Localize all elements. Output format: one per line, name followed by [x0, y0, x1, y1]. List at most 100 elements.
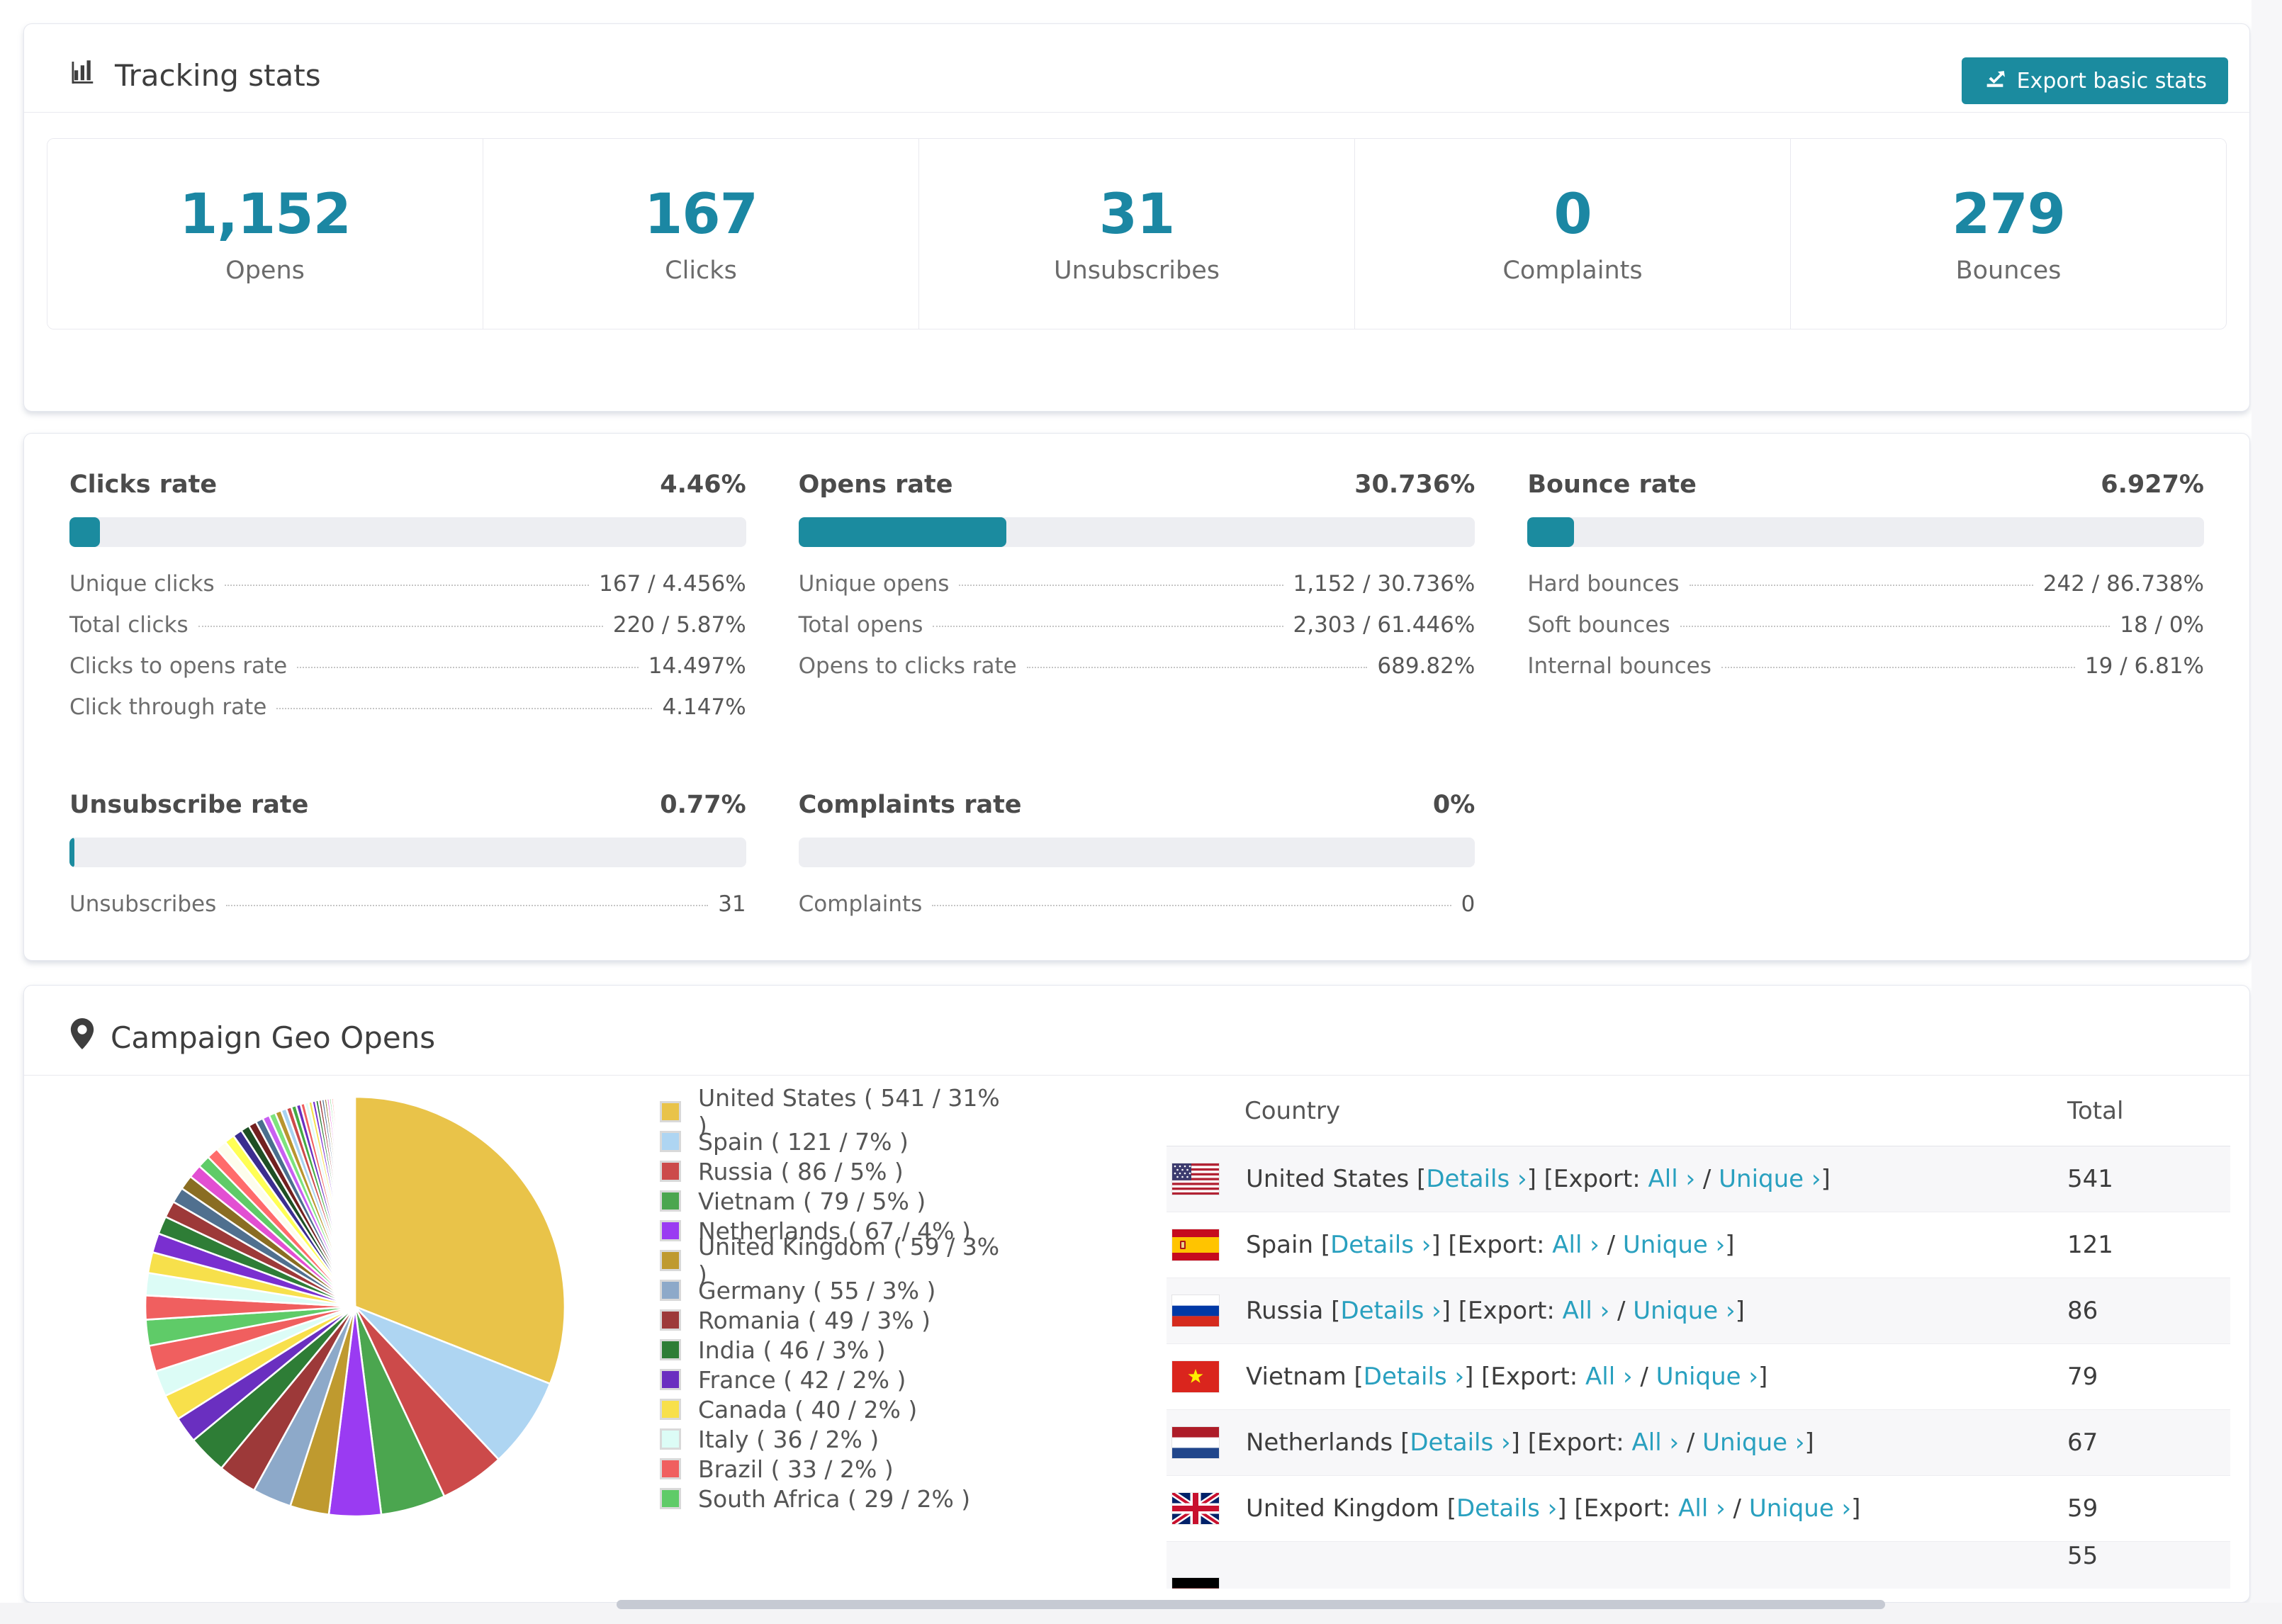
legend-label: United States ( 541 / 31% ) [698, 1084, 1000, 1139]
rate-line-value: 689.82% [1377, 653, 1476, 679]
country-name: Netherlands [1246, 1428, 1393, 1457]
legend-item-brazil: Brazil ( 33 / 2% ) [660, 1454, 1000, 1484]
export-unique-link[interactable]: Unique › [1702, 1428, 1805, 1457]
flag-icon-es [1172, 1229, 1219, 1261]
export-all-link[interactable]: All › [1631, 1428, 1680, 1457]
geo-legend: United States ( 541 / 31% ) Spain ( 121 … [660, 1084, 1000, 1513]
rate-line: Unique opens 1,152 / 30.736% [799, 571, 1476, 612]
flag-icon-de [1172, 1578, 1219, 1589]
legend-swatch [660, 1488, 681, 1509]
country-cell: Russia [Details ›] [Export: All › / Uniq… [1246, 1297, 1745, 1325]
legend-item-italy: Italy ( 36 / 2% ) [660, 1424, 1000, 1454]
dotted-leader [276, 708, 653, 709]
rate-progress-track [69, 838, 746, 867]
export-icon [1983, 66, 2007, 96]
rate-line: Soft bounces 18 / 0% [1527, 612, 2204, 653]
legend-item-spain: Spain ( 121 / 7% ) [660, 1127, 1000, 1156]
column-header-country: Country [1244, 1096, 1341, 1125]
legend-swatch [660, 1161, 681, 1182]
legend-swatch [660, 1280, 681, 1301]
export-button-label: Export basic stats [2016, 68, 2207, 94]
horizontal-scrollbar-thumb[interactable] [617, 1600, 1885, 1609]
rate-line-value: 4.147% [662, 694, 746, 720]
header-divider [24, 112, 2249, 113]
rate-line-value: 1,152 / 30.736% [1293, 571, 1476, 597]
legend-item-vietnam: Vietnam ( 79 / 5% ) [660, 1186, 1000, 1216]
dotted-leader [1026, 667, 1368, 668]
legend-item-india: India ( 46 / 3% ) [660, 1335, 1000, 1365]
geo-pie-chart [135, 1087, 575, 1526]
rates-grid: Clicks rate 4.46% Unique clicks 167 / 4.… [48, 470, 2225, 932]
rate-line-label: Opens to clicks rate [798, 653, 1017, 679]
export-all-link[interactable]: All › [1562, 1297, 1610, 1325]
details-link[interactable]: Details › [1456, 1494, 1558, 1523]
rate-line: Opens to clicks rate 689.82% [799, 653, 1476, 694]
geo-opens-title: Campaign Geo Opens [69, 1018, 2228, 1056]
rate-line-value: 18 / 0% [2120, 612, 2204, 638]
export-unique-link[interactable]: Unique › [1633, 1297, 1736, 1325]
legend-item-south-africa: South Africa ( 29 / 2% ) [660, 1484, 1000, 1513]
stats-summary-row: 1,152 Opens 167 Clicks 31 Unsubscribes 0 Co… [47, 138, 2227, 329]
legend-label: Netherlands ( 67 / 4% ) [698, 1217, 971, 1245]
rate-progress-track [1527, 517, 2204, 547]
rate-line: Total clicks 220 / 5.87% [69, 612, 746, 653]
rate-value: 0.77% [660, 791, 746, 819]
legend-swatch [660, 1399, 681, 1420]
rate-value: 0% [1432, 791, 1476, 819]
total-cell: 86 [2067, 1297, 2098, 1325]
stat-label: Complaints [1502, 256, 1643, 285]
export-unique-link[interactable]: Unique › [1656, 1363, 1758, 1391]
dotted-leader [1680, 626, 2110, 627]
export-basic-stats-button[interactable]: Export basic stats [1961, 57, 2228, 104]
details-link[interactable]: Details › [1340, 1297, 1441, 1325]
stat-label: Bounces [1955, 256, 2062, 285]
bar-chart-icon [69, 57, 99, 94]
legend-swatch [660, 1101, 681, 1122]
rate-line-value: 19 / 6.81% [2084, 653, 2204, 679]
rate-line-label: Complaints [798, 891, 923, 917]
country-cell: United Kingdom [Details ›] [Export: All … [1246, 1494, 1861, 1523]
geo-table: Country Total United States [Details ›] … [1167, 1076, 2230, 1589]
legend-label: Germany ( 55 / 3% ) [698, 1276, 936, 1304]
flag-icon-us [1172, 1163, 1219, 1195]
legend-label: Canada ( 40 / 2% ) [698, 1395, 918, 1423]
geo-content: United States ( 541 / 31% ) Spain ( 121 … [24, 1076, 2249, 1589]
stat-value: 31 [1098, 183, 1176, 247]
geo-title: Campaign Geo Opens [111, 1020, 436, 1055]
details-link[interactable]: Details › [1363, 1363, 1465, 1391]
export-all-link[interactable]: All › [1678, 1494, 1726, 1523]
legend-swatch [660, 1131, 681, 1152]
dotted-leader [933, 626, 1283, 627]
rate-name: Opens rate [798, 470, 953, 499]
dotted-leader [297, 667, 639, 668]
details-link[interactable]: Details › [1426, 1165, 1527, 1193]
export-all-link[interactable]: All › [1648, 1165, 1696, 1193]
rate-panel-opens-rate: Opens rate 30.736% Unique opens 1,152 / … [798, 470, 1476, 735]
rate-line-value: 0 [1461, 891, 1476, 917]
details-link[interactable]: Details › [1410, 1428, 1511, 1457]
geo-table-header: Country Total [1167, 1076, 2230, 1146]
rate-name: Unsubscribe rate [69, 791, 309, 819]
export-all-link[interactable]: All › [1552, 1231, 1600, 1259]
rate-header: Unsubscribe rate 0.77% [69, 791, 746, 819]
export-unique-link[interactable]: Unique › [1622, 1231, 1726, 1259]
stat-box-bounces: 279 Bounces [1790, 139, 2226, 329]
export-all-link[interactable]: All › [1585, 1363, 1633, 1391]
details-link[interactable]: Details › [1330, 1231, 1432, 1259]
export-unique-link[interactable]: Unique › [1719, 1165, 1821, 1193]
rate-header: Opens rate 30.736% [799, 470, 1476, 499]
rate-line-label: Unsubscribes [69, 891, 217, 917]
legend-label: India ( 46 / 3% ) [698, 1336, 886, 1364]
export-unique-link[interactable]: Unique › [1748, 1494, 1852, 1523]
legend-item-canada: Canada ( 40 / 2% ) [660, 1394, 1000, 1424]
table-row-ru: Russia [Details ›] [Export: All › / Uniq… [1167, 1278, 2230, 1344]
country-name: Vietnam [1246, 1363, 1347, 1391]
dotted-leader [959, 585, 1283, 586]
rate-line: Complaints 0 [799, 891, 1476, 932]
dotted-leader [1689, 585, 2033, 586]
flag-icon-gb [1172, 1493, 1219, 1524]
stat-value: 167 [644, 183, 758, 247]
tracking-stats-title: Tracking stats [69, 57, 2228, 94]
legend-swatch [660, 1339, 681, 1360]
rate-header: Bounce rate 6.927% [1527, 470, 2204, 499]
